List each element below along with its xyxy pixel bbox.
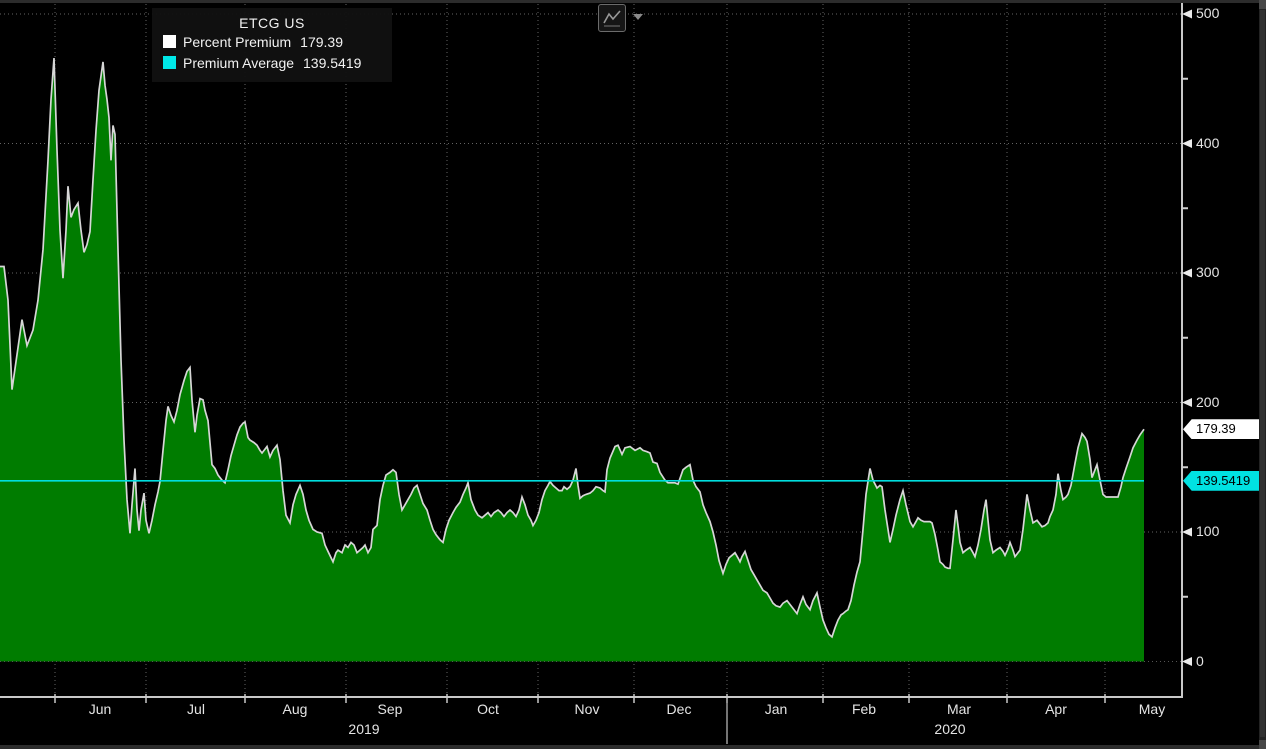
legend-label-percent-premium: Percent Premium [183,33,292,50]
y-axis-label: 200 [1196,393,1220,410]
scrollbar-thumb[interactable] [1260,10,1265,737]
x-axis-month-label: May [1138,701,1166,717]
y-tick-arrow-icon [1182,527,1192,537]
chart-legend: ETCG US Percent Premium 179.39 Premium A… [152,8,392,82]
percent-premium-area [0,58,1144,662]
y-axis-label: 400 [1196,134,1220,151]
y-tick-arrow-icon [1182,398,1192,407]
last-value-tag: 179.39 [1183,419,1262,440]
caret-down-icon[interactable] [633,14,643,20]
y-tick-arrow-icon [1182,9,1192,19]
legend-value-premium-average: 139.5419 [303,54,362,71]
premium-average-swatch-icon [163,56,176,69]
scroll-down-icon[interactable] [1259,740,1266,749]
y-tick-arrow-icon [1182,268,1192,278]
y-tick-arrow-icon [1182,139,1192,148]
x-axis-month-label: Aug [282,701,308,717]
y-axis-label: 0 [1196,652,1204,669]
x-axis-month-label: Jun [88,701,112,717]
window-top-border [0,0,1266,3]
x-axis-year-label: 2020 [934,721,966,737]
x-axis-month-label: Feb [851,701,877,717]
percent-premium-line [0,57,1145,639]
y-tick-arrow-icon [1182,657,1192,666]
x-axis-month-label: Mar [946,701,972,717]
x-axis-month-label: Apr [1045,701,1067,717]
window-bottom-border [0,745,1266,749]
x-axis-month-label: Nov [574,701,600,717]
scroll-up-icon[interactable] [1259,0,1266,9]
legend-row-percent-premium[interactable]: Percent Premium 179.39 [152,31,392,52]
legend-row-premium-average[interactable]: Premium Average 139.5419 [152,52,392,73]
x-axis-month-label: Oct [477,701,499,717]
x-axis-month-label: Dec [666,701,692,717]
x-axis-month-label: Jul [187,701,205,717]
x-axis-year-label: 2019 [348,721,380,737]
legend-value-percent-premium: 179.39 [300,33,343,50]
chart-type-button[interactable] [598,4,626,32]
legend-title: ETCG US [239,15,305,31]
right-scrollbar[interactable] [1259,0,1266,749]
percent-premium-swatch-icon [163,35,176,48]
legend-label-premium-average: Premium Average [183,54,295,71]
y-axis-label: 100 [1196,523,1220,539]
line-chart-icon [603,10,621,27]
average-value-tag: 139.5419 [1183,470,1262,491]
y-axis-label: 500 [1196,5,1220,21]
x-axis-month-label: Jan [764,701,788,717]
x-axis-month-label: Sep [377,701,403,717]
y-axis-label: 300 [1196,264,1220,280]
